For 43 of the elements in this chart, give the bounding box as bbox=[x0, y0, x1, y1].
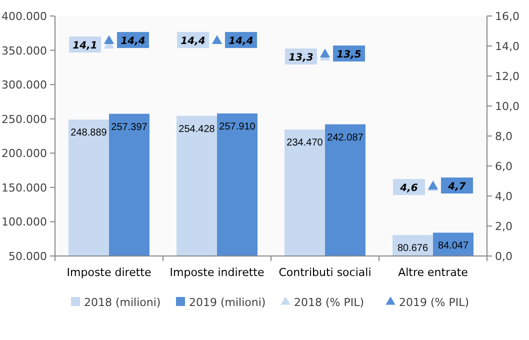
data-label: 234.470 bbox=[286, 138, 324, 149]
y-tick-label: 400.000 bbox=[2, 10, 47, 23]
y2-tick-label: 16,0 bbox=[495, 10, 520, 23]
y2-tick-label: 4,0 bbox=[495, 190, 512, 203]
y-tick-label: 350.000 bbox=[2, 44, 47, 58]
x-tick-label: Altre entrate bbox=[398, 266, 468, 279]
y-tick-label: 100.000 bbox=[2, 216, 47, 229]
data-label: 242.087 bbox=[327, 132, 364, 144]
x-tick-label: Imposte dirette bbox=[66, 266, 152, 279]
x-tick-label: Imposte indirette bbox=[170, 266, 264, 279]
y2-tick-label: 12,0 bbox=[495, 70, 520, 83]
y2-tick-label: 2,0 bbox=[495, 220, 512, 233]
y2-tick-label: 14,0 bbox=[495, 40, 520, 53]
y-tick-label: 200.000 bbox=[2, 147, 47, 160]
data-label: 4,7 bbox=[447, 182, 466, 192]
y-tick-label: 50.000 bbox=[8, 250, 47, 263]
legend-label: 2019 (% PIL) bbox=[399, 296, 470, 309]
data-label: 80.676 bbox=[397, 242, 428, 254]
data-label: 257.397 bbox=[111, 122, 148, 133]
legend-label: 2018 (% PIL) bbox=[294, 296, 364, 309]
data-label: 14,4 bbox=[120, 36, 146, 47]
data-label: 14,1 bbox=[72, 40, 98, 52]
x-tick-label: Contributi sociali bbox=[278, 266, 372, 279]
legend-label: 2018 (milioni) bbox=[84, 296, 161, 309]
data-label: 254.428 bbox=[178, 124, 216, 135]
data-label: 257.910 bbox=[219, 121, 256, 132]
data-label: 13,5 bbox=[336, 50, 362, 60]
point bbox=[320, 48, 330, 58]
data-label: 13,3 bbox=[288, 52, 314, 64]
y-tick-label: 250.000 bbox=[2, 112, 47, 126]
data-label: 84.047 bbox=[438, 240, 469, 252]
y2-tick-label: 10,0 bbox=[495, 100, 520, 113]
y-tick-label: 300.000 bbox=[2, 78, 47, 92]
legend-label: 2019 (milioni) bbox=[189, 296, 266, 309]
y2-tick-label: 6,0 bbox=[495, 160, 512, 173]
data-label: 14,4 bbox=[180, 36, 206, 47]
y2-tick-label: 0,0 bbox=[495, 250, 512, 263]
y-tick-label: 150.000 bbox=[2, 181, 47, 194]
point bbox=[104, 35, 114, 44]
data-label: 14,4 bbox=[228, 36, 254, 47]
data-label: 248.889 bbox=[70, 128, 108, 139]
data-label: 4,6 bbox=[399, 183, 418, 194]
y2-tick-label: 8,0 bbox=[495, 130, 512, 143]
